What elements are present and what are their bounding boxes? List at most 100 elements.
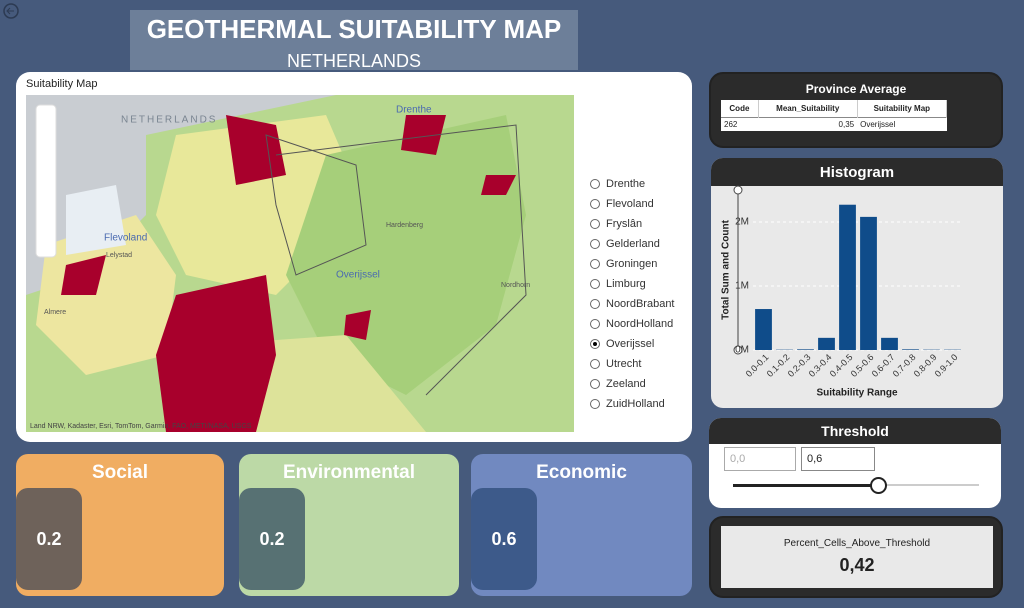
column-header: Suitability Map — [857, 100, 948, 118]
kpi-panel: Percent_Cells_Above_Threshold 0,42 — [709, 516, 1003, 598]
bar — [755, 309, 772, 350]
map-panel: Suitability Map NETHERLANDS Drenthe Flev… — [16, 72, 692, 442]
slider-rest — [879, 484, 979, 486]
radio-label: Overijssel — [606, 338, 655, 350]
map-label: Nordhorn — [501, 282, 530, 289]
card-title: Environmental — [283, 462, 415, 483]
radio-option[interactable]: ZuidHolland — [590, 394, 690, 414]
bar — [797, 349, 814, 350]
x-tick-label: 0.9-1.0 — [933, 352, 960, 379]
card-title: Social — [92, 462, 148, 483]
y-tick-label: 0M — [735, 345, 749, 356]
radio-label: NoordBrabant — [606, 298, 675, 310]
kpi-value: 0,42 — [839, 555, 875, 575]
map-label: Hardenberg — [386, 222, 423, 229]
radio-option[interactable]: NoordHolland — [590, 314, 690, 334]
bar — [839, 204, 856, 350]
bar — [860, 216, 877, 350]
y-tick-label: 1M — [735, 281, 749, 292]
radio-option[interactable]: Drenthe — [590, 174, 690, 194]
radio-option[interactable]: Fryslân — [590, 214, 690, 234]
radio-circle — [590, 259, 600, 269]
table-cell: 0,35 — [758, 117, 858, 131]
table: Code Mean_Suitability Suitability Map 262 0,… — [721, 100, 948, 131]
radio-circle — [590, 299, 600, 309]
radio-circle — [590, 199, 600, 209]
column-header: Code — [721, 100, 759, 118]
table-header: Code Mean_Suitability Suitability Map — [721, 100, 948, 118]
bar — [902, 349, 919, 350]
card-title: Economic — [536, 462, 627, 483]
radio-circle — [590, 239, 600, 249]
radio-option[interactable]: Utrecht — [590, 354, 690, 374]
card-value: 0.6 — [471, 488, 537, 590]
radio-label: NoordHolland — [606, 318, 674, 330]
radio-label: Utrecht — [606, 358, 642, 370]
map[interactable]: NETHERLANDS Drenthe Flevoland Lelystad O… — [26, 95, 574, 432]
card: Economic 0.6 — [471, 454, 692, 596]
y-axis-title: Total Sum and Count — [721, 219, 732, 319]
chart-title: Histogram — [820, 164, 894, 181]
radio-option[interactable]: NoordBrabant — [590, 294, 690, 314]
histogram-panel: Histogram Suitability Range Total Sum an… — [711, 158, 1003, 408]
bar — [881, 337, 898, 350]
subtitle: NETHERLANDS — [286, 51, 422, 71]
radio-option[interactable]: Overijssel — [590, 334, 690, 354]
kpi-label: Percent_Cells_Above_Threshold — [783, 538, 931, 549]
slider-track — [733, 484, 879, 487]
threshold-max[interactable]: 0,6 — [801, 447, 875, 471]
province-average: Province Average Code Mean_Suitability Sui… — [709, 72, 1003, 148]
card: Social 0.2 — [16, 454, 224, 596]
radio-circle — [590, 319, 600, 329]
radio-circle — [590, 339, 600, 349]
table-cell: Overijssel — [857, 117, 947, 131]
map-label: Lelystad — [106, 252, 132, 259]
radio-label: Limburg — [606, 278, 646, 290]
table-row: 262 0,35 Overijssel — [721, 117, 947, 131]
radio-label: Gelderland — [606, 238, 660, 250]
radio-label: Flevoland — [606, 198, 654, 210]
card: Environmental 0.2 — [239, 454, 459, 596]
x-axis-title: Suitability Range — [816, 388, 898, 399]
slider-knob[interactable] — [870, 477, 887, 494]
card-value: 0.2 — [239, 488, 305, 590]
map-label: Almere — [44, 309, 66, 316]
back-button[interactable] — [2, 2, 20, 20]
histogram: Histogram Suitability Range Total Sum an… — [711, 158, 1003, 399]
table-title: Province Average — [805, 82, 907, 96]
radio-option[interactable]: Zeeland — [590, 374, 690, 394]
radio-option[interactable]: Limburg — [590, 274, 690, 294]
radio-label: Fryslân — [606, 218, 643, 230]
radio-option[interactable]: Gelderland — [590, 234, 690, 254]
threshold-title: Threshold — [709, 418, 1001, 444]
map-label: Flevoland — [104, 233, 147, 244]
radio-option[interactable]: Flevoland — [590, 194, 690, 214]
radio-circle — [590, 279, 600, 289]
radio-circle — [590, 179, 600, 189]
y-tick-label: 2M — [735, 217, 749, 228]
map-label: Drenthe — [396, 105, 432, 116]
map-toolbar[interactable] — [35, 104, 57, 258]
map-title: Suitability Map — [26, 78, 98, 90]
kpi: Percent_Cells_Above_Threshold 0,42 — [721, 526, 993, 588]
threshold-min[interactable]: 0,0 — [724, 447, 796, 471]
map-label: Overijssel — [336, 270, 380, 281]
title: GEOTHERMAL SUITABILITY MAP — [146, 14, 562, 44]
table-cell: 262 — [721, 117, 759, 131]
radio-circle — [590, 399, 600, 409]
radio-circle — [590, 359, 600, 369]
map-label: NETHERLANDS — [121, 115, 217, 126]
bar — [818, 337, 835, 350]
header: GEOTHERMAL SUITABILITY MAP NETHERLANDS — [130, 10, 578, 71]
radio-option[interactable]: Groningen — [590, 254, 690, 274]
radio-circle — [590, 219, 600, 229]
radio-label: Zeeland — [606, 378, 646, 390]
card-value: 0.2 — [16, 488, 82, 590]
radio-label: Drenthe — [606, 178, 646, 190]
threshold-panel: Threshold 0,0 0,6 — [709, 418, 1001, 508]
radio-label: ZuidHolland — [606, 398, 665, 410]
province-filter: Drenthe Flevoland Fryslân Gelderland Groning… — [590, 174, 690, 414]
radio-circle — [590, 379, 600, 389]
column-header: Mean_Suitability — [758, 100, 858, 118]
